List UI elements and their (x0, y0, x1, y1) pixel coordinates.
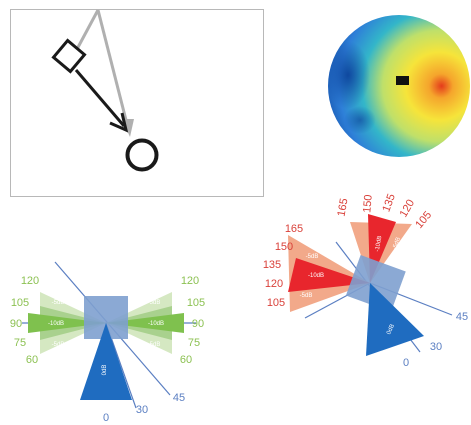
label-105-right: 105 (187, 297, 205, 309)
db-10-left: -10dB (48, 321, 64, 327)
label-135-top: 135 (380, 192, 398, 213)
label-165-top: 165 (336, 197, 351, 217)
label-105-left: 105 (11, 297, 29, 309)
label-60-right: 60 (180, 354, 192, 366)
label-45: 45 (456, 311, 468, 323)
black-arrow-shaft (74, 69, 126, 127)
db-5-left: -5dB (306, 254, 319, 260)
heatmap-panel (328, 15, 470, 157)
label-60-left: 60 (26, 354, 38, 366)
label-0: 0 (103, 412, 109, 424)
gray-arrow-shaft (96, 9, 130, 129)
black-arrow-head (109, 112, 129, 133)
blue-lobe (366, 283, 424, 356)
right-polar-panel: 0 30 45 165 150 135 120 105 165 150 135 … (263, 192, 468, 369)
green-lobe-core-right (106, 313, 184, 333)
label-75-left: 75 (14, 337, 26, 349)
label-0: 0 (403, 357, 409, 369)
left-polar-panel: 0 30 45 120 105 90 75 60 120 105 90 75 6… (10, 261, 205, 424)
label-105-left: 105 (267, 297, 285, 309)
label-150-left: 150 (275, 241, 293, 253)
blue-lobe (80, 323, 132, 400)
db-5-top: -5dB (392, 237, 402, 251)
db-10-left: -10dB (308, 273, 324, 279)
label-120-left: 120 (265, 278, 283, 290)
label-90-left: 90 (10, 318, 22, 330)
label-30: 30 (136, 404, 148, 416)
gray-line-left (74, 9, 100, 52)
db-0: 0dB (386, 323, 396, 335)
db-5b-left: -5dB (300, 293, 313, 299)
label-120-left: 120 (21, 275, 39, 287)
db-10-top: -10dB (375, 235, 384, 252)
db-0: 0dB (102, 365, 108, 376)
label-30: 30 (430, 341, 442, 353)
red-lobe-left-core (288, 258, 370, 292)
green-lobe-core-left (28, 313, 106, 333)
source-box (345, 255, 406, 312)
label-120-right: 120 (181, 275, 199, 287)
square-marker (51, 38, 87, 74)
label-45: 45 (173, 392, 185, 404)
label-150-top: 150 (361, 194, 375, 213)
cold-region-lower (344, 106, 376, 134)
cold-region (328, 41, 370, 109)
label-105-top: 105 (413, 209, 434, 231)
db-5-right: -5dB (148, 300, 161, 306)
label-90-right: 90 (192, 318, 204, 330)
db-5-left: -5dB (52, 300, 65, 306)
label-135-left: 135 (263, 259, 281, 271)
db-5b-right: -5dB (148, 342, 161, 348)
db-10-right: -10dB (148, 321, 164, 327)
label-75-right: 75 (188, 337, 200, 349)
label-120-top: 120 (398, 198, 418, 220)
source-marker (396, 76, 409, 85)
circle-marker (125, 138, 159, 172)
label-165-left: 165 (285, 223, 303, 235)
sketch-panel (10, 9, 264, 197)
db-5b-left: -5dB (52, 342, 65, 348)
